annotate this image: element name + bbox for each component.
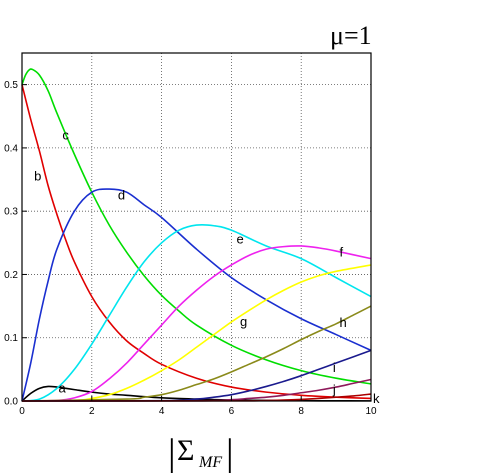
plot-frame	[21, 52, 372, 402]
series-label-c: c	[62, 127, 69, 142]
series-line-g	[21, 264, 372, 402]
y-tick-label-2: 0.2	[4, 270, 18, 281]
series-line-b	[21, 84, 372, 400]
x-label-bar-right: |	[226, 432, 234, 474]
series-label-e: e	[237, 232, 244, 247]
x-tick-label-0: 0	[19, 406, 25, 417]
series-line-e	[21, 223, 372, 402]
x-label-bar-left: |	[168, 432, 176, 474]
series-line-h	[21, 305, 372, 402]
series-label-i: i	[333, 360, 336, 375]
series-label-h: h	[339, 315, 346, 330]
x-tick-label-3: 6	[229, 406, 235, 417]
x-tick-label-5: 10	[365, 406, 377, 417]
x-tick-label-4: 8	[298, 406, 304, 417]
series-label-j: j	[332, 382, 336, 397]
series-line-d	[21, 188, 372, 402]
series-line-i	[21, 349, 372, 402]
y-tick-label-1: 0.1	[4, 333, 18, 344]
series-line-c	[21, 68, 372, 385]
y-tick-label-0: 0.0	[4, 397, 18, 408]
x-tick-label-1: 2	[89, 406, 95, 417]
x-tick-label-2: 4	[159, 406, 165, 417]
series-label-g: g	[240, 314, 247, 329]
curves	[21, 68, 372, 402]
series-label-b: b	[34, 168, 41, 183]
ticks: 0 2 4 6 8 10 0.0 0.1 0.2 0.3 0.4 0.5	[4, 80, 377, 417]
mu-annotation: μ=1	[330, 21, 372, 50]
curve-labels: a b c d e f g h ij k	[34, 127, 380, 406]
grid	[22, 53, 371, 401]
x-label-subscript: MF	[198, 454, 222, 471]
series-line-f	[21, 245, 372, 402]
y-tick-label-4: 0.4	[4, 143, 18, 154]
y-tick-label-3: 0.3	[4, 207, 18, 218]
series-label-k: k	[373, 391, 380, 406]
y-tick-label-5: 0.5	[4, 80, 18, 91]
series-label-f: f	[340, 244, 344, 259]
series-label-a: a	[59, 380, 67, 395]
x-label-symbol: Σ	[177, 434, 194, 467]
series-label-d: d	[118, 187, 125, 202]
x-axis-label: | Σ MF |	[168, 432, 234, 474]
